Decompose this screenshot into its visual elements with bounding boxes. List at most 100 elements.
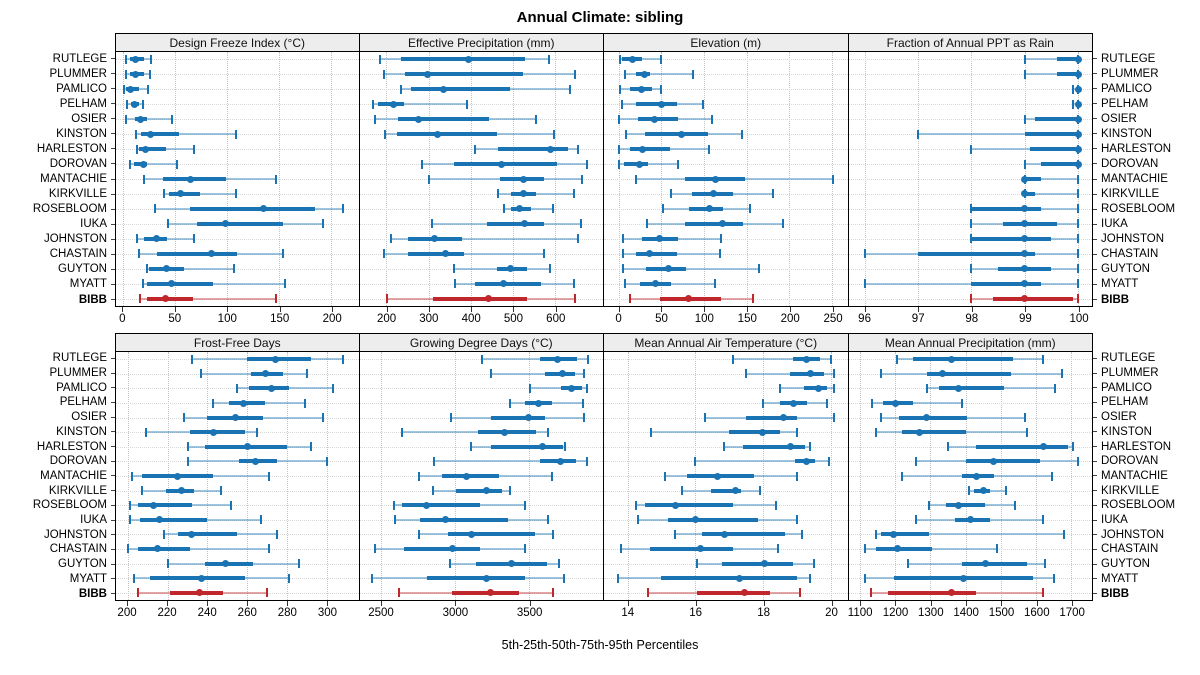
whisker-end-cap [200,369,203,379]
median-dot [448,545,456,553]
row-label: KINSTON [1093,126,1200,141]
whisker-end-cap [585,383,588,393]
whisker-end-cap [552,129,555,139]
whisker-end-cap [142,99,145,109]
horizontal-gridline [848,283,1092,285]
row-tick [111,238,115,240]
x-tick-label: 150 [270,313,290,325]
x-tick-label: 240 [197,607,217,619]
horizontal-gridline [848,119,1092,121]
whisker-end-cap [577,144,580,154]
x-tick-label: 96 [858,313,871,325]
whisker-end-cap [864,573,867,583]
row-tick [111,73,115,75]
whisker-end-cap [621,264,624,274]
horizontal-gridline [604,134,848,136]
whisker-end-cap [234,189,237,199]
x-tick-label: 99 [1019,313,1032,325]
median-dot [628,55,636,63]
horizontal-gridline [848,298,1092,300]
median-dot [664,265,672,273]
horizontal-gridline [116,461,359,463]
horizontal-gridline [848,89,1092,91]
row-label: IUKA [1093,513,1200,528]
horizontal-gridline [848,548,1092,550]
interquartile-bar [169,191,201,196]
interquartile-bar [710,488,741,493]
row-labels-left: RUTLEGE PLUMMER PAMLICO PELHAM OSIER KINSTON H… [0,333,115,601]
whisker-end-cap [473,144,476,154]
whisker-end-cap [398,588,401,598]
x-tick-mark [790,307,792,312]
whisker-end-cap [400,427,403,437]
interquartile-bar [189,430,246,435]
whisker-end-cap [564,442,567,452]
row-label-text: KINSTON [1101,425,1152,438]
row-label-text: PAMLICO [56,381,107,394]
row-label: OSIER [1093,410,1200,425]
horizontal-gridline [116,519,359,521]
row-label: MANTACHIE [0,172,115,187]
whisker-end-cap [212,398,215,408]
row-label-text: OSIER [71,112,107,125]
whisker-end-cap [450,413,453,423]
percentile-whisker-5-95 [401,431,549,434]
interquartile-bar [881,532,929,537]
interquartile-bar [1035,117,1079,122]
whisker-end-cap [1013,500,1016,510]
whisker-end-cap [1077,294,1080,304]
median-dot [251,457,259,465]
horizontal-gridline [604,119,848,121]
horizontal-gridline [116,179,359,180]
whisker-end-cap [1023,114,1026,124]
panel-strip-label: Effective Precipitation (mm) [359,34,603,52]
whisker-end-cap [708,144,711,154]
row-tick [111,446,115,448]
row-tick [1093,118,1097,120]
x-tick-label: 2500 [368,607,394,619]
whisker-end-cap [629,294,632,304]
horizontal-gridline [359,193,603,195]
whisker-end-cap [880,413,883,423]
median-dot [691,516,699,524]
row-label: JOHNSTON [0,232,115,247]
whisker-end-cap [704,413,707,423]
row-tick [1093,387,1097,389]
whisker-end-cap [557,559,560,569]
row-label-text: IUKA [80,514,107,527]
row-label: RUTLEGE [1093,351,1200,366]
row-label: PELHAM [0,96,115,111]
row-tick [111,163,115,165]
panel-frost-free-days: Frost-Free Days [115,333,360,601]
row-label-text: HARLESTON [36,440,107,453]
percentile-whisker-5-95 [622,267,759,270]
median-dot [188,530,196,538]
x-axis: 14 16 18 20 [604,601,849,627]
horizontal-gridline [848,490,1092,492]
horizontal-gridline [604,74,848,76]
median-dot [271,355,279,363]
whisker-end-cap [996,544,999,554]
median-dot [893,545,901,553]
whisker-end-cap [719,249,722,259]
median-dot [187,175,195,183]
row-tick [111,88,115,90]
horizontal-gridline [604,446,848,448]
whisker-end-cap [1005,486,1008,496]
row-label: JOHNSTON [1093,527,1200,542]
whisker-end-cap [749,204,752,214]
median-dot [440,85,448,93]
row-label-text: CHASTAIN [49,248,107,261]
row-label: DOROVAN [1093,454,1200,469]
row-tick [1093,372,1097,374]
whisker-end-cap [524,544,527,554]
panel-plot [116,52,359,306]
interquartile-bar [401,503,481,508]
whisker-end-cap [1077,264,1080,274]
row-labels-right: RUTLEGE PLUMMER PAMLICO PELHAM OSIER KINSTON H… [1093,333,1200,601]
row-label-text: PLUMMER [1101,67,1159,80]
median-dot [243,443,251,451]
whisker-end-cap [758,486,761,496]
whisker-end-cap [508,398,511,408]
row-labels-left: RUTLEGE PLUMMER PAMLICO PELHAM OSIER KINSTON H… [0,33,115,307]
